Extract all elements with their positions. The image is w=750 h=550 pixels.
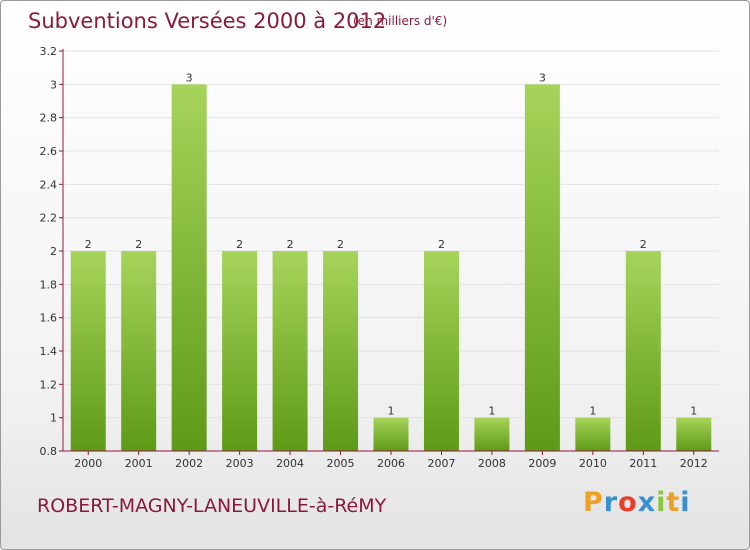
y-tick-label: 1.6	[40, 312, 58, 325]
bar-2009	[524, 84, 560, 451]
value-label-2005: 2	[337, 238, 344, 251]
bar-2003	[222, 251, 258, 451]
value-labels-group: 2 2 3 2 2 2 1 2 1 3 1 2 1	[85, 71, 698, 417]
x-tick-label-2004: 2004	[276, 457, 304, 470]
logo-letter: r	[603, 487, 619, 518]
y-tick-label: 1.8	[40, 278, 58, 291]
bar-2012	[676, 417, 712, 451]
x-tick-label-2006: 2006	[377, 457, 405, 470]
bar-2000	[70, 251, 106, 451]
value-label-2006: 1	[388, 405, 395, 418]
x-tick-label-2012: 2012	[680, 457, 708, 470]
bar-2004	[272, 251, 308, 451]
value-label-2004: 2	[287, 238, 294, 251]
value-label-2012: 1	[690, 405, 697, 418]
value-label-2001: 2	[135, 238, 142, 251]
value-label-2010: 1	[589, 405, 596, 418]
bar-2011	[625, 251, 661, 451]
y-tick-label: 1	[50, 412, 57, 425]
y-tick-label: 3.2	[40, 45, 58, 58]
x-tick-label-2000: 2000	[74, 457, 102, 470]
chart-title: Subventions Versées 2000 à 2012	[28, 9, 387, 33]
bar-2008	[474, 417, 510, 451]
y-tick-label: 2.2	[40, 212, 58, 225]
y-tick-label: 3	[50, 78, 57, 91]
bar-2002	[171, 84, 207, 451]
x-tick-label-2001: 2001	[125, 457, 153, 470]
x-tick-label-2009: 2009	[528, 457, 556, 470]
bar-2005	[323, 251, 359, 451]
y-tick-label: 2.6	[40, 145, 58, 158]
value-label-2002: 3	[186, 71, 193, 84]
bar-2001	[121, 251, 157, 451]
value-label-2011: 2	[640, 238, 647, 251]
x-tick-label-2008: 2008	[478, 457, 506, 470]
x-tick-label-2011: 2011	[629, 457, 657, 470]
value-label-2003: 2	[236, 238, 243, 251]
axes-group	[59, 49, 719, 455]
y-tick-label: 2.4	[40, 178, 58, 191]
y-tick-label: 1.4	[40, 345, 58, 358]
value-label-2007: 2	[438, 238, 445, 251]
grid-lines	[63, 50, 719, 419]
proxiti-logo[interactable]: Proxiti	[583, 487, 691, 518]
bar-2006	[373, 417, 409, 451]
x-tick-label-2002: 2002	[175, 457, 203, 470]
x-tick-label-2003: 2003	[226, 457, 254, 470]
logo-letter: o	[618, 487, 638, 518]
value-label-2000: 2	[85, 238, 92, 251]
logo-letter: i	[656, 487, 667, 518]
logo-letter: i	[680, 487, 691, 518]
chart-unit-note: (en milliers d'€)	[353, 14, 448, 28]
value-label-2009: 3	[539, 71, 546, 84]
x-tick-label-2007: 2007	[427, 457, 455, 470]
x-tick-label-2010: 2010	[579, 457, 607, 470]
y-tick-label: 2.8	[40, 112, 58, 125]
y-tick-label: 0.8	[40, 445, 58, 458]
value-label-2008: 1	[488, 405, 495, 418]
commune-name: ROBERT-MAGNY-LANEUVILLE-à-RéMY	[37, 495, 387, 517]
bar-2007	[423, 251, 459, 451]
bar-2010	[575, 417, 611, 451]
y-tick-label: 2	[50, 245, 57, 258]
tick-labels-group: 0.8 1 1.2 1.4 1.6 1.8 2 2.2 2.4 2.6 2.8 3 3.2 2000 200…	[40, 45, 708, 470]
logo-letter: x	[637, 487, 657, 518]
x-tick-label-2005: 2005	[327, 457, 355, 470]
y-tick-label: 1.2	[40, 378, 58, 391]
logo-letter: P	[583, 487, 604, 518]
logo-letter: t	[666, 487, 681, 518]
bars-group	[70, 84, 712, 451]
